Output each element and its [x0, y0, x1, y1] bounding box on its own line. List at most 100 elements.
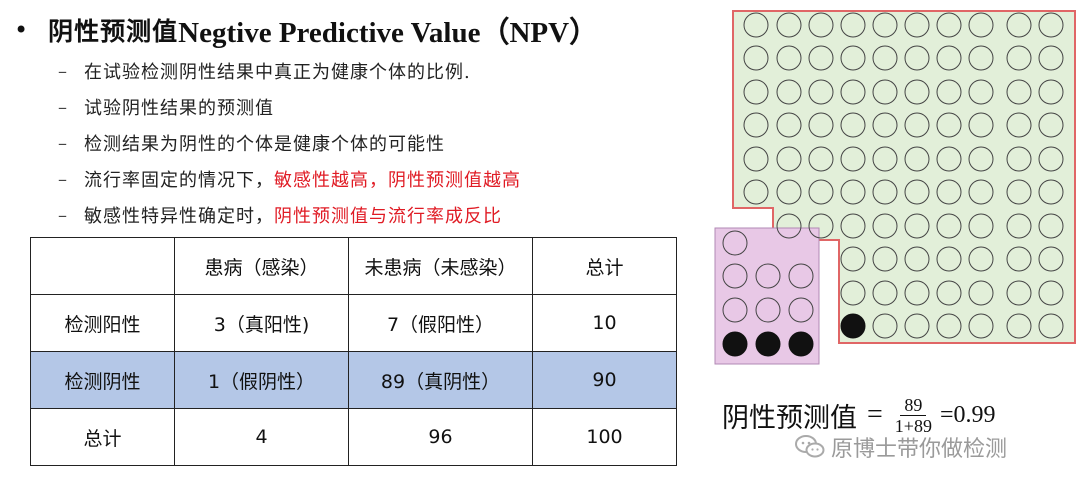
true-negative-circle: [936, 146, 962, 172]
true-negative-circle: [776, 179, 802, 205]
true-negative-circle: [840, 12, 866, 38]
true-negative-circle: [968, 112, 994, 138]
true-negative-circle: [872, 280, 898, 306]
bullet-item: – 敏感性特异性确定时， 阴性预测值与流行率成反比: [58, 197, 521, 233]
table-cell: 96: [348, 408, 533, 466]
true-negative-circle: [1038, 280, 1064, 306]
contingency-table: 患病（感染） 未患病（未感染） 总计 检测阳性 3（真阳性) 7（假阳性） 10…: [30, 237, 677, 466]
true-negative-circle: [1006, 45, 1032, 71]
true-negative-circle: [904, 179, 930, 205]
table-header-row: 患病（感染） 未患病（未感染） 总计: [30, 237, 677, 295]
true-negative-circle: [968, 45, 994, 71]
true-negative-circle: [1006, 246, 1032, 272]
healthy-region: [732, 10, 1076, 344]
table-cell: 100: [532, 408, 677, 466]
table-cell: 总计: [30, 408, 175, 466]
true-negative-circle: [1006, 79, 1032, 105]
true-negative-circle: [936, 280, 962, 306]
true-negative-circle: [1038, 213, 1064, 239]
false-positive-circle: [755, 297, 781, 323]
false-positive-circle: [755, 263, 781, 289]
true-negative-circle: [743, 179, 769, 205]
false-positive-circle: [788, 297, 814, 323]
true-negative-circle: [1038, 79, 1064, 105]
true-negative-circle: [840, 179, 866, 205]
bullet-highlight: 敏感性越高，阴性预测值越高: [274, 170, 521, 191]
bullet-item: – 检测结果为阴性的个体是健康个体的可能性: [58, 125, 521, 161]
wechat-icon: [795, 435, 825, 458]
true-negative-circle: [1006, 146, 1032, 172]
table-cell: 1（假阴性）: [174, 351, 349, 409]
true-negative-circle: [743, 146, 769, 172]
true-negative-circle: [936, 112, 962, 138]
true-negative-circle: [776, 213, 802, 239]
bullet-item: – 流行率固定的情况下， 敏感性越高，阴性预测值越高: [58, 161, 521, 197]
true-negative-circle: [840, 280, 866, 306]
slide-title: • 阴性预测值 Negtive Predictive Value（NPV）: [14, 8, 598, 52]
true-negative-circle: [808, 179, 834, 205]
true-negative-circle: [936, 12, 962, 38]
true-negative-circle: [776, 112, 802, 138]
bullet-text: 敏感性特异性确定时，: [84, 206, 274, 227]
true-negative-circle: [776, 45, 802, 71]
true-negative-circle: [872, 45, 898, 71]
true-negative-circle: [904, 313, 930, 339]
true-negative-circle: [904, 45, 930, 71]
false-positive-circle: [722, 297, 748, 323]
table-cell: 检测阴性: [30, 351, 175, 409]
table-row: 检测阳性 3（真阳性) 7（假阳性） 10: [30, 294, 677, 352]
true-negative-circle: [936, 313, 962, 339]
table-cell: 90: [532, 351, 677, 409]
true-negative-circle: [743, 112, 769, 138]
true-negative-circle: [1006, 12, 1032, 38]
bullet-text: 检测结果为阴性的个体是健康个体的可能性: [84, 134, 445, 155]
true-negative-circle: [904, 79, 930, 105]
true-negative-circle: [808, 45, 834, 71]
table-row: 总计 4 96 100: [30, 408, 677, 466]
watermark: 原博士带你做检测: [795, 430, 1007, 464]
table-header-cell: 总计: [532, 237, 677, 295]
fraction-numerator: 89: [900, 395, 927, 416]
true-negative-circle: [1038, 146, 1064, 172]
watermark-text: 原博士带你做检测: [831, 437, 1008, 462]
table-row-highlighted: 检测阴性 1（假阴性） 89（真阴性） 90: [30, 351, 677, 409]
true-negative-circle: [808, 146, 834, 172]
bullet-highlight: 阴性预测值与流行率成反比: [274, 206, 502, 227]
formula-result: =0.99: [939, 401, 996, 428]
true-negative-circle: [968, 79, 994, 105]
true-negative-circle: [968, 213, 994, 239]
bullet-item: – 试验阴性结果的预测值: [58, 89, 521, 125]
fraction-denominator: 1+89: [894, 415, 932, 436]
true-negative-circle: [808, 79, 834, 105]
true-negative-circle: [840, 79, 866, 105]
table-cell: 10: [532, 294, 677, 352]
bullet-list: – 在试验检测阴性结果中真正为健康个体的比例. – 试验阴性结果的预测值 – 检…: [58, 53, 521, 233]
true-negative-circle: [1006, 280, 1032, 306]
true-negative-circle: [1038, 45, 1064, 71]
true-negative-circle: [936, 45, 962, 71]
true-negative-circle: [840, 246, 866, 272]
true-negative-circle: [936, 79, 962, 105]
table-cell: 4: [174, 408, 349, 466]
true-negative-circle: [904, 12, 930, 38]
true-negative-circle: [904, 213, 930, 239]
equals-sign: =: [867, 399, 883, 430]
true-negative-circle: [872, 12, 898, 38]
table-header-cell: 未患病（未感染）: [348, 237, 533, 295]
title-chinese: 阴性预测值: [48, 17, 179, 46]
dash-marker: –: [58, 168, 68, 190]
true-negative-circle: [936, 179, 962, 205]
true-negative-circle: [776, 146, 802, 172]
true-negative-circle: [1038, 12, 1064, 38]
false-negative-circle: [840, 313, 866, 339]
true-negative-circle: [872, 313, 898, 339]
bullet-text: 试验阴性结果的预测值: [84, 98, 274, 119]
true-negative-circle: [872, 146, 898, 172]
true-negative-circle: [904, 246, 930, 272]
table-cell: 3（真阳性): [174, 294, 349, 352]
title-english: Negtive Predictive Value（NPV）: [178, 17, 599, 49]
true-negative-circle: [968, 313, 994, 339]
false-positive-circle: [722, 263, 748, 289]
true-negative-circle: [872, 179, 898, 205]
